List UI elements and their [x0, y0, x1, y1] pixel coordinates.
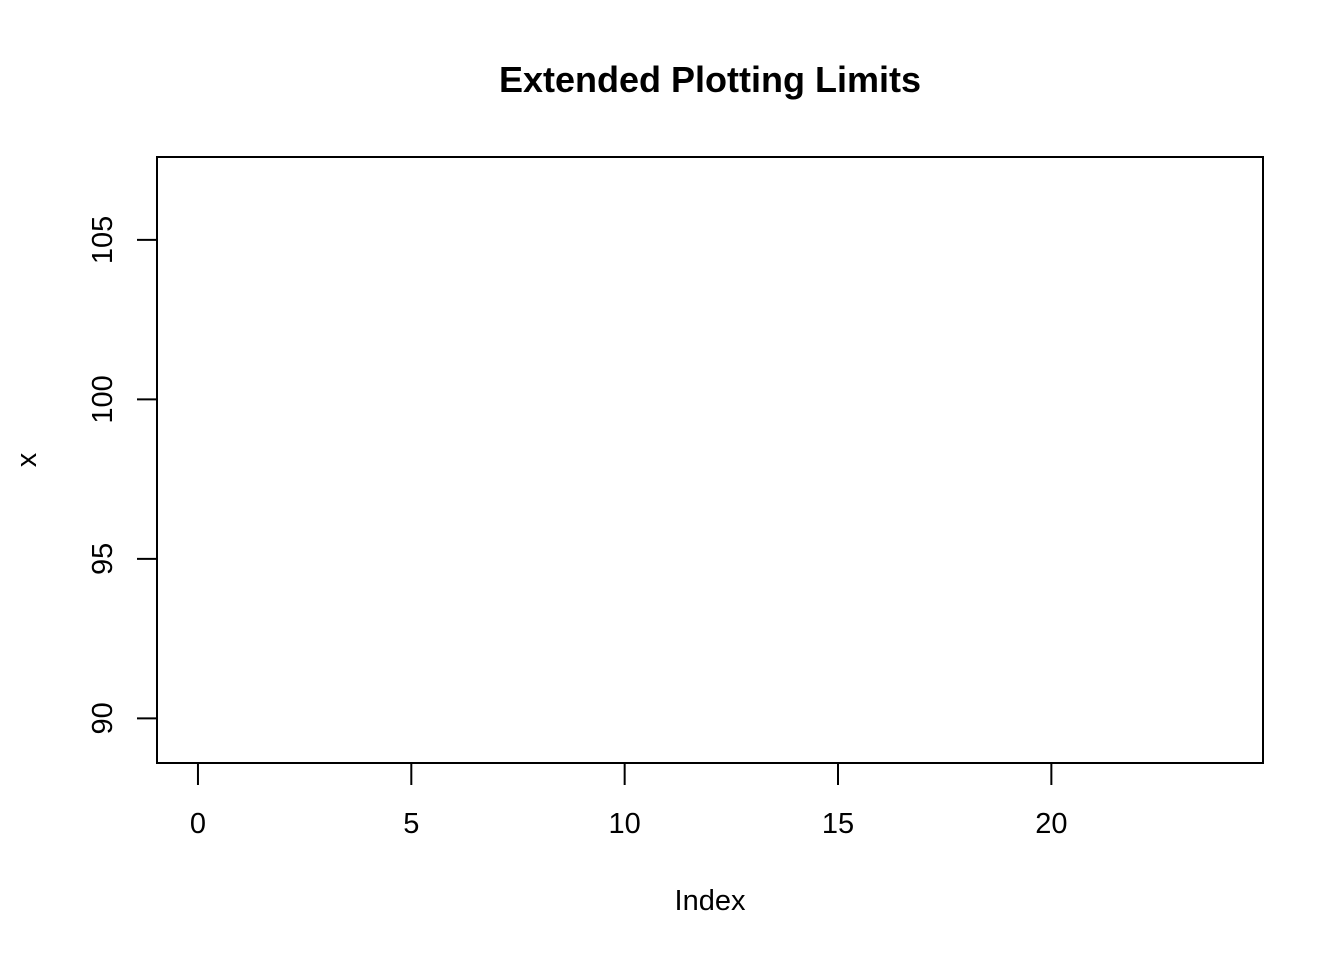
y-tick-label: 100 [87, 375, 119, 423]
x-tick-label: 15 [822, 808, 854, 840]
x-tick-label: 20 [1035, 808, 1067, 840]
x-tick-label: 5 [403, 808, 419, 840]
plot-area [156, 156, 1264, 764]
x-axis: 0 5 10 15 20 [190, 762, 1067, 840]
y-tick-label: 90 [87, 702, 119, 734]
y-axis-label: x [11, 452, 43, 467]
y-tick-label: 105 [87, 216, 119, 264]
y-axis: 90 95 100 105 [87, 216, 158, 734]
x-tick-label: 10 [609, 808, 641, 840]
x-axis-label: Index [675, 885, 746, 917]
chart-title: Extended Plotting Limits [499, 59, 921, 100]
y-tick-label: 95 [87, 543, 119, 575]
x-tick-label: 0 [190, 808, 206, 840]
